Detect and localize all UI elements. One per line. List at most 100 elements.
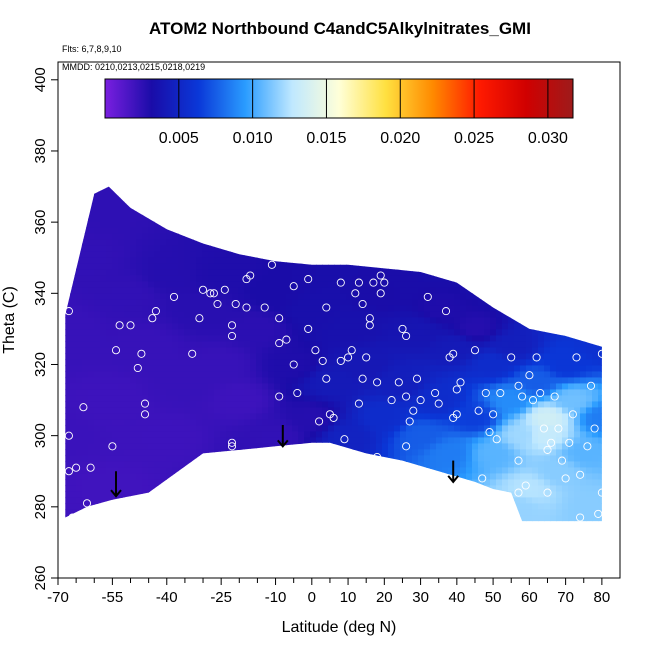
heatmap-cell <box>358 473 365 481</box>
heatmap-cell <box>70 431 77 439</box>
heatmap-cell <box>202 287 209 295</box>
heatmap-cell <box>232 515 239 522</box>
heatmap-cell <box>136 203 143 211</box>
heatmap-cell <box>484 509 491 517</box>
heatmap-cell <box>88 455 95 463</box>
heatmap-cell <box>244 431 251 439</box>
heatmap-cell <box>406 299 413 307</box>
heatmap-cell <box>562 317 569 325</box>
heatmap-cell <box>418 227 425 235</box>
heatmap-cell <box>346 293 353 301</box>
heatmap-cell <box>214 203 221 211</box>
heatmap-cell <box>460 251 467 259</box>
heatmap-cell <box>58 479 65 486</box>
heatmap-cell <box>304 419 311 427</box>
heatmap-cell <box>184 503 191 511</box>
heatmap-cell <box>526 455 533 463</box>
heatmap-cell <box>166 437 173 445</box>
heatmap-cell <box>256 497 263 505</box>
heatmap-cell <box>118 275 125 283</box>
heatmap-cell <box>214 287 221 295</box>
heatmap-cell <box>148 353 155 361</box>
heatmap-cell <box>436 485 443 493</box>
heatmap-cell <box>478 287 485 295</box>
heatmap-cell <box>196 425 203 433</box>
heatmap-cell <box>88 287 95 295</box>
heatmap-cell <box>310 497 317 505</box>
heatmap-cell <box>118 311 125 319</box>
heatmap-cell <box>65 257 71 265</box>
heatmap-cell <box>352 251 359 259</box>
heatmap-cell <box>292 239 299 247</box>
heatmap-cell <box>160 197 167 205</box>
heatmap-cell <box>190 455 197 463</box>
heatmap-cell <box>514 401 521 409</box>
heatmap-cell <box>256 455 263 463</box>
heatmap-cell <box>220 275 227 283</box>
heatmap-cell <box>250 455 257 463</box>
heatmap-cell <box>274 371 281 379</box>
heatmap-cell <box>472 371 479 379</box>
heatmap-cell <box>178 449 185 457</box>
heatmap-cell <box>364 503 371 511</box>
heatmap-cell <box>508 299 515 307</box>
heatmap-cell <box>298 275 305 283</box>
heatmap-cell <box>76 203 83 211</box>
heatmap-cell <box>88 419 95 427</box>
heatmap-cell <box>388 377 395 385</box>
heatmap-cell <box>250 221 257 229</box>
heatmap-cell <box>142 287 149 295</box>
heatmap-cell <box>316 251 323 259</box>
heatmap-cell <box>466 377 473 385</box>
heatmap-cell <box>352 341 359 349</box>
heatmap-cell <box>520 203 527 211</box>
heatmap-cell <box>430 197 437 205</box>
heatmap-cell <box>544 473 551 481</box>
heatmap-cell <box>562 347 569 355</box>
heatmap-cell <box>328 233 335 241</box>
heatmap-cell <box>202 527 209 534</box>
heatmap-cell <box>340 329 347 337</box>
heatmap-cell <box>424 311 431 319</box>
heatmap-cell <box>334 341 341 349</box>
heatmap-cell <box>556 497 563 505</box>
heatmap-cell <box>304 359 311 367</box>
heatmap-cell <box>400 515 407 522</box>
heatmap-cell <box>454 425 461 433</box>
heatmap-cell <box>256 233 263 241</box>
heatmap-cell <box>256 257 263 265</box>
heatmap-cell <box>532 449 539 457</box>
heatmap-cell <box>262 281 269 289</box>
heatmap-cell <box>370 311 377 319</box>
heatmap-cell <box>76 515 83 522</box>
heatmap-cell <box>358 503 365 511</box>
heatmap-cell <box>214 503 221 511</box>
heatmap-cell <box>76 365 83 373</box>
heatmap-cell <box>214 401 221 409</box>
heatmap-cell <box>328 353 335 361</box>
heatmap-cell <box>382 209 389 217</box>
heatmap-cell <box>556 485 563 493</box>
heatmap-cell <box>196 479 203 487</box>
heatmap-cell <box>274 455 281 463</box>
heatmap-cell <box>208 527 215 534</box>
heatmap-cell <box>292 186 299 193</box>
heatmap-cell <box>400 419 407 427</box>
heatmap-cell <box>394 425 401 433</box>
heatmap-cell <box>550 401 557 409</box>
heatmap-cell <box>196 365 203 373</box>
heatmap-cell <box>382 509 389 517</box>
heatmap-cell <box>100 281 107 289</box>
heatmap-cell <box>82 203 89 211</box>
heatmap-cell <box>364 413 371 421</box>
heatmap-cell <box>358 455 365 463</box>
heatmap-cell <box>65 497 71 505</box>
heatmap-cell <box>202 491 209 499</box>
heatmap-cell <box>76 479 83 487</box>
heatmap-cell <box>532 383 539 391</box>
heatmap-cell <box>358 467 365 475</box>
heatmap-cell <box>184 371 191 379</box>
heatmap-cell <box>526 353 533 361</box>
heatmap-cell <box>58 383 65 390</box>
heatmap-cell <box>130 527 137 534</box>
